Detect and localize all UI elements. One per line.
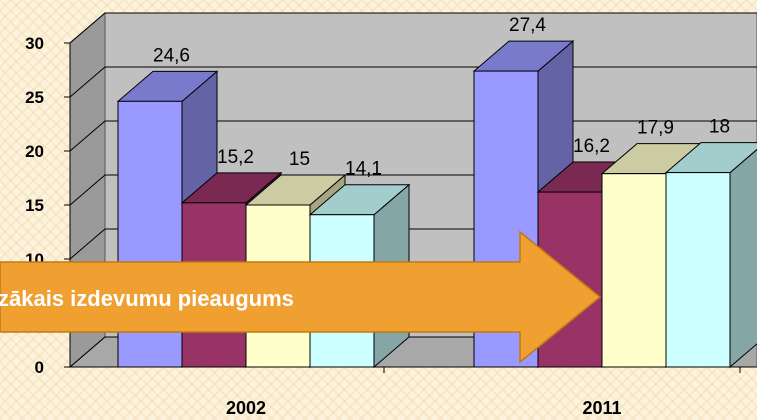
bar-side [729, 148, 757, 369]
data-label: 16,2 [573, 136, 610, 157]
bar-front [665, 172, 731, 368]
bar [664, 142, 757, 369]
y-tick-label: 30 [25, 34, 44, 53]
y-tick-label: 25 [25, 88, 44, 107]
annotation-arrow: zākais izdevumu pieaugums [0, 230, 602, 364]
y-tick-label: 20 [25, 142, 44, 161]
plot-area: 051015202530200224,615,21514,1201127,416… [25, 11, 757, 418]
data-label: 15 [289, 149, 310, 170]
data-label: 18 [709, 117, 730, 138]
bar-front [601, 173, 667, 368]
x-tick-label: 2011 [582, 398, 621, 418]
data-label: 17,9 [637, 118, 674, 139]
data-label: 24,6 [153, 45, 190, 66]
data-label: 15,2 [217, 147, 254, 168]
x-tick-label: 2002 [226, 398, 266, 418]
annotation-text: zākais izdevumu pieaugums [0, 286, 294, 311]
y-tick-label: 0 [35, 358, 44, 377]
y-tick-label: 15 [25, 196, 44, 215]
grid-line [69, 12, 757, 44]
data-label: 14,1 [345, 159, 382, 180]
data-label: 27,4 [509, 15, 546, 36]
arrow-shape [0, 230, 602, 364]
